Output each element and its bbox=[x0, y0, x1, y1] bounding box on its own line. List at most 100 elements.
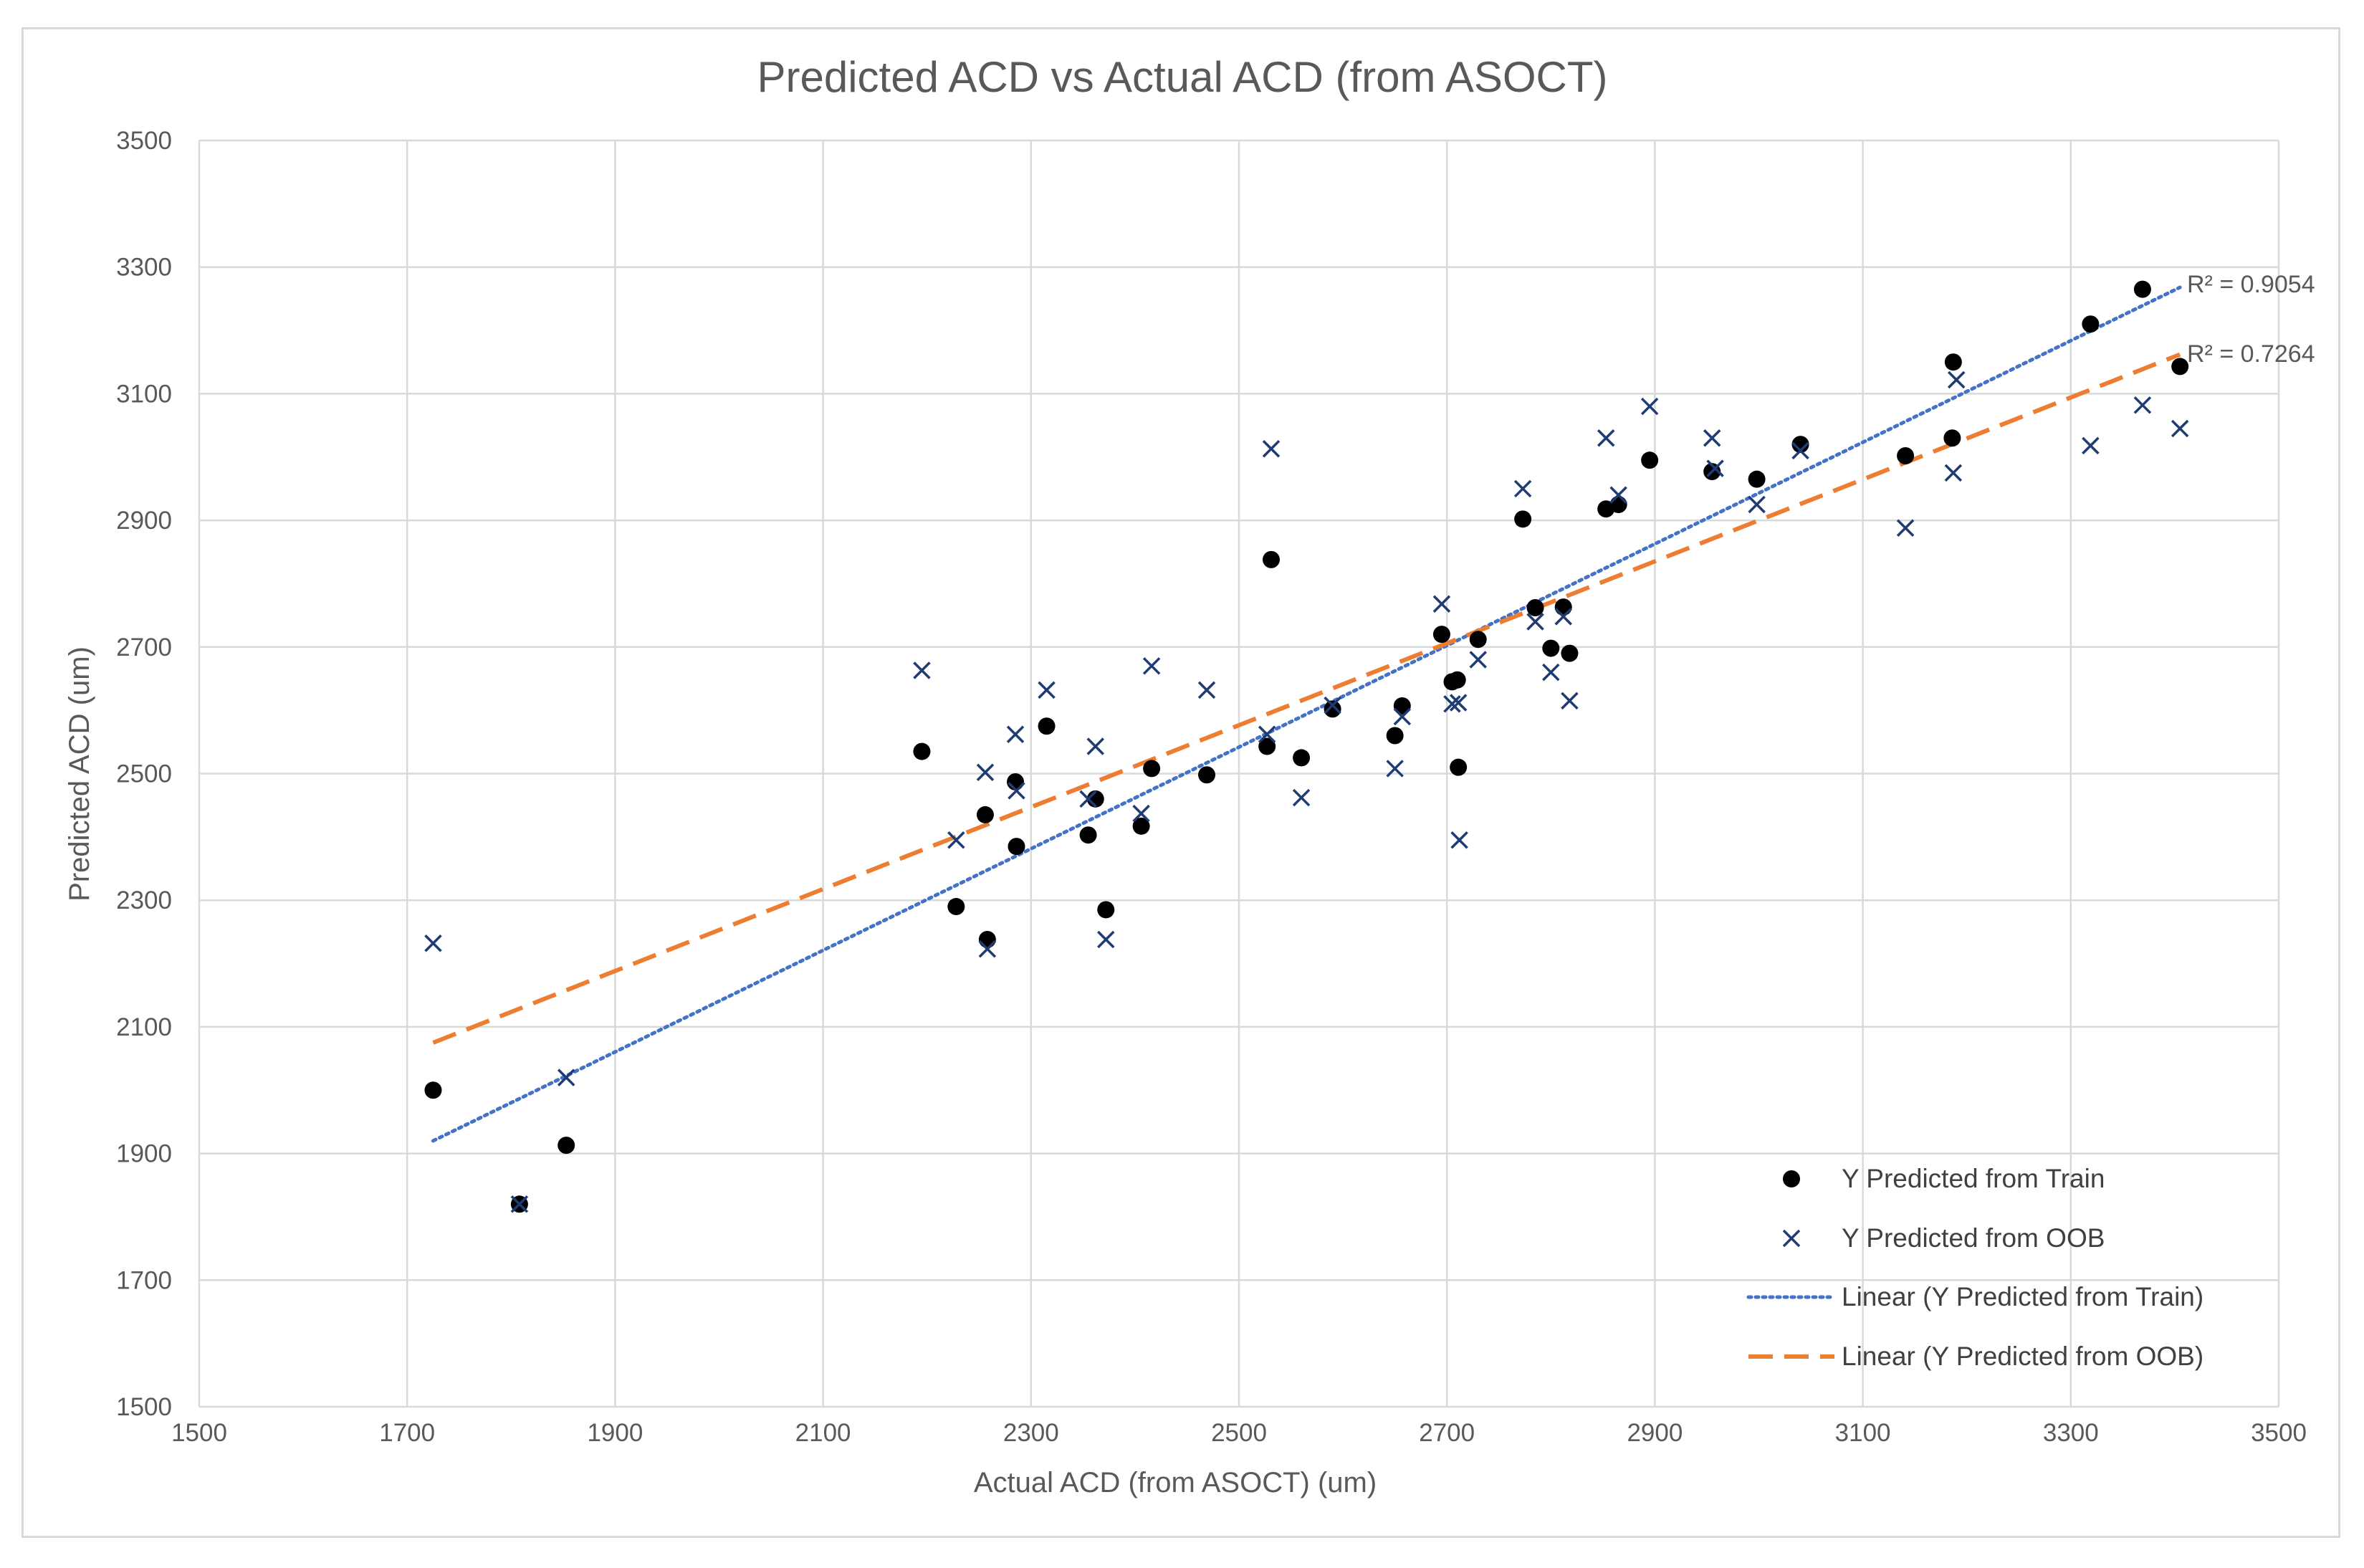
data-point-oob bbox=[1393, 707, 1412, 726]
data-point-train bbox=[1038, 717, 1056, 735]
data-point-oob bbox=[1561, 692, 1579, 710]
data-point-oob bbox=[1324, 696, 1341, 714]
x-tick-label: 3300 bbox=[2043, 1419, 2099, 1447]
data-point-oob bbox=[1132, 804, 1150, 823]
y-tick-label: 2300 bbox=[116, 886, 172, 914]
data-point-oob bbox=[1896, 519, 1915, 537]
data-point-train bbox=[1943, 429, 1961, 447]
data-point-oob bbox=[976, 763, 995, 781]
data-point-train bbox=[1262, 550, 1280, 568]
data-point-train bbox=[1748, 470, 1766, 488]
data-point-train bbox=[978, 930, 996, 948]
legend: Y Predicted from Train Y Predicted from O… bbox=[1746, 1164, 2203, 1371]
legend-label-train: Y Predicted from Train bbox=[1842, 1164, 2105, 1193]
data-point-train bbox=[1007, 773, 1025, 790]
y-tick-label: 3500 bbox=[116, 127, 172, 155]
data-point-train bbox=[1143, 760, 1161, 778]
data-point-oob bbox=[1197, 681, 1216, 699]
data-point-oob bbox=[557, 1069, 575, 1086]
x-tick-label: 3500 bbox=[2251, 1419, 2307, 1447]
data-point-train bbox=[1450, 758, 1468, 776]
data-point-train bbox=[1641, 451, 1659, 469]
data-point-train bbox=[1393, 697, 1411, 714]
data-point-train bbox=[1897, 446, 1915, 464]
data-point-oob bbox=[1008, 782, 1025, 800]
r-squared-labels: R² = 0.9054 R² = 0.7264 bbox=[2187, 271, 2315, 368]
data-points bbox=[424, 280, 2189, 1213]
y-tick-label: 1500 bbox=[116, 1393, 172, 1421]
data-point-train bbox=[1097, 901, 1115, 919]
y-tick-label: 1700 bbox=[116, 1266, 172, 1294]
x-tick-label: 2100 bbox=[795, 1419, 851, 1447]
data-point-train bbox=[1386, 727, 1404, 745]
data-point-oob bbox=[2082, 436, 2100, 455]
x-tick-label: 1700 bbox=[379, 1419, 435, 1447]
data-point-oob bbox=[1542, 663, 1560, 682]
data-point-oob bbox=[1258, 725, 1276, 743]
y-tick-label: 3100 bbox=[116, 380, 172, 408]
data-point-oob bbox=[913, 661, 931, 679]
data-point-oob bbox=[1086, 737, 1104, 755]
data-point-train bbox=[1008, 838, 1025, 856]
data-point-oob bbox=[510, 1195, 529, 1213]
axis-ticks: 1500 1700 1900 2100 2300 2500 2700 2900 3100 3300… bbox=[116, 127, 2307, 1447]
data-point-oob bbox=[1640, 397, 1659, 416]
data-point-oob bbox=[1449, 694, 1468, 712]
data-point-train bbox=[424, 1081, 442, 1099]
trendline-oob bbox=[432, 352, 2181, 1045]
data-point-train bbox=[1293, 749, 1311, 767]
data-point-oob bbox=[2133, 396, 2152, 414]
data-point-train bbox=[1432, 626, 1450, 644]
data-point-oob bbox=[1748, 495, 1766, 514]
data-point-oob bbox=[1513, 479, 1532, 498]
r2-label-train: R² = 0.9054 bbox=[2187, 271, 2315, 298]
data-point-oob bbox=[1706, 459, 1724, 477]
data-point-train bbox=[2171, 358, 2189, 376]
x-tick-label: 2700 bbox=[1419, 1419, 1475, 1447]
data-point-train bbox=[1542, 639, 1560, 657]
y-tick-label: 3300 bbox=[116, 254, 172, 282]
data-point-oob bbox=[947, 831, 965, 849]
data-point-train bbox=[1079, 826, 1097, 844]
data-point-train bbox=[2082, 315, 2100, 333]
legend-label-oob: Y Predicted from OOB bbox=[1842, 1223, 2105, 1253]
data-point-train bbox=[1469, 631, 1487, 649]
data-point-train bbox=[947, 898, 965, 916]
data-point-oob bbox=[1386, 760, 1404, 778]
data-point-train bbox=[1791, 436, 1809, 454]
legend-marker-train bbox=[1783, 1170, 1800, 1187]
data-point-oob bbox=[1554, 608, 1572, 626]
y-tick-label: 2900 bbox=[116, 507, 172, 535]
data-point-train bbox=[557, 1137, 575, 1155]
data-point-oob bbox=[1443, 695, 1461, 713]
data-point-train bbox=[1132, 817, 1150, 835]
data-point-oob bbox=[1006, 725, 1025, 743]
y-tick-label: 2700 bbox=[116, 634, 172, 661]
data-point-oob bbox=[1944, 464, 1963, 482]
data-point-oob bbox=[2171, 419, 2189, 438]
x-tick-label: 1900 bbox=[587, 1419, 643, 1447]
x-axis-label: Actual ACD (from ASOCT) (um) bbox=[974, 1467, 1377, 1498]
y-tick-label: 1900 bbox=[116, 1140, 172, 1168]
data-point-train bbox=[976, 805, 994, 823]
data-point-train bbox=[1554, 598, 1572, 616]
r2-label-oob: R² = 0.7264 bbox=[2187, 340, 2315, 368]
legend-label-train-trend: Linear (Y Predicted from Train) bbox=[1842, 1282, 2203, 1311]
data-point-oob bbox=[1292, 788, 1311, 807]
data-point-oob bbox=[424, 934, 442, 952]
data-point-oob bbox=[1079, 790, 1097, 808]
grid-lines bbox=[198, 139, 2280, 1408]
data-point-train bbox=[1561, 644, 1579, 662]
data-point-train bbox=[1198, 766, 1216, 784]
data-point-oob bbox=[978, 940, 997, 958]
x-tick-label: 1500 bbox=[171, 1419, 227, 1447]
data-point-train bbox=[1258, 737, 1276, 755]
trendlines bbox=[431, 285, 2182, 1143]
y-tick-label: 2100 bbox=[116, 1013, 172, 1041]
data-point-train bbox=[1609, 496, 1627, 514]
data-point-oob bbox=[1142, 657, 1161, 675]
data-point-oob bbox=[1791, 441, 1809, 460]
x-tick-label: 2900 bbox=[1627, 1419, 1683, 1447]
data-point-oob bbox=[1450, 831, 1468, 849]
data-point-train bbox=[1448, 671, 1466, 689]
